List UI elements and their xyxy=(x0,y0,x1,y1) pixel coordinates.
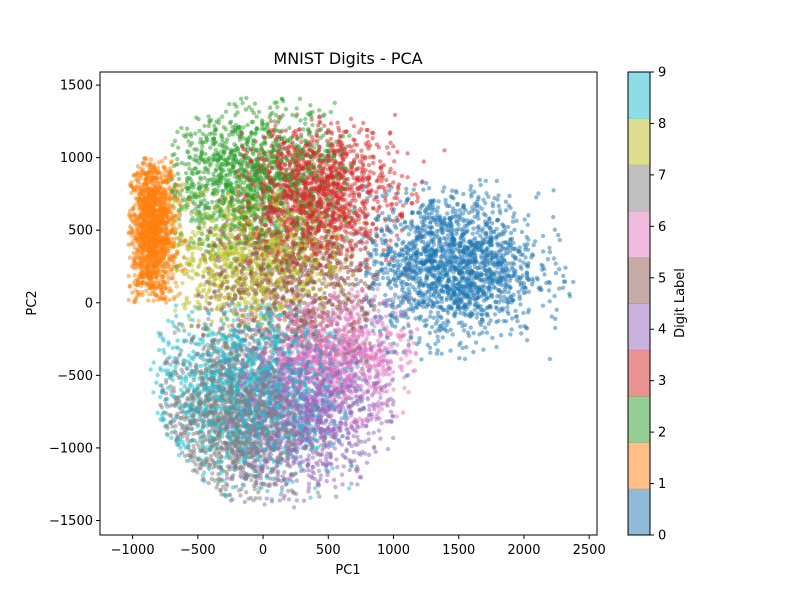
y-tick-label: −1500 xyxy=(49,514,93,529)
colorbar-tick-label: 3 xyxy=(658,374,666,389)
x-axis-ticks: −1000 −500 0 500 1000 1500 2000 2500 xyxy=(111,535,606,558)
x-tick-label: 0 xyxy=(259,543,267,558)
colorbar xyxy=(628,72,650,536)
colorbar-segment-8 xyxy=(628,118,650,166)
colorbar-frame xyxy=(627,71,651,536)
colorbar-segment-9 xyxy=(628,72,650,119)
y-tick-label: 0 xyxy=(85,296,93,311)
x-axis-label: PC1 xyxy=(335,563,360,578)
colorbar-segment-1 xyxy=(628,442,650,490)
y-axis-label: PC2 xyxy=(25,290,40,315)
x-tick-label: −500 xyxy=(180,543,216,558)
colorbar-tick-label: 6 xyxy=(658,220,666,235)
scatter-points xyxy=(126,95,576,510)
colorbar-ticks: 0 1 2 3 4 5 6 7 8 9 xyxy=(650,66,666,544)
colorbar-segment-6 xyxy=(628,210,650,258)
colorbar-segment-4 xyxy=(628,303,650,351)
colorbar-tick-label: 7 xyxy=(658,168,666,183)
chart-title: MNIST Digits - PCA xyxy=(273,49,422,68)
colorbar-tick-label: 1 xyxy=(658,477,666,492)
colorbar-tick-label: 9 xyxy=(658,66,666,81)
colorbar-segment-2 xyxy=(628,396,650,443)
colorbar-tick-label: 0 xyxy=(658,529,666,544)
y-tick-label: −500 xyxy=(57,369,93,384)
colorbar-tick-label: 2 xyxy=(658,426,666,441)
x-tick-label: −1000 xyxy=(111,543,155,558)
y-axis-ticks: −1500 −1000 −500 0 500 1000 1500 xyxy=(49,79,100,529)
colorbar-segment-7 xyxy=(628,164,650,212)
axes-frame xyxy=(99,71,598,536)
x-tick-label: 1500 xyxy=(442,543,475,558)
y-tick-label: 1000 xyxy=(60,151,93,166)
x-tick-label: 2500 xyxy=(573,543,606,558)
colorbar-segment-0 xyxy=(628,488,650,536)
x-tick-label: 500 xyxy=(316,543,341,558)
colorbar-tick-label: 4 xyxy=(658,323,666,338)
colorbar-segment-3 xyxy=(628,349,650,397)
colorbar-tick-label: 5 xyxy=(658,271,666,286)
x-tick-label: 2000 xyxy=(507,543,540,558)
colorbar-label: Digit Label xyxy=(673,268,688,338)
y-tick-label: 500 xyxy=(68,224,93,239)
colorbar-segment-5 xyxy=(628,257,650,304)
colorbar-tick-label: 8 xyxy=(658,117,666,132)
y-tick-label: −1000 xyxy=(49,441,93,456)
x-tick-label: 1000 xyxy=(377,543,410,558)
y-tick-label: 1500 xyxy=(60,79,93,94)
